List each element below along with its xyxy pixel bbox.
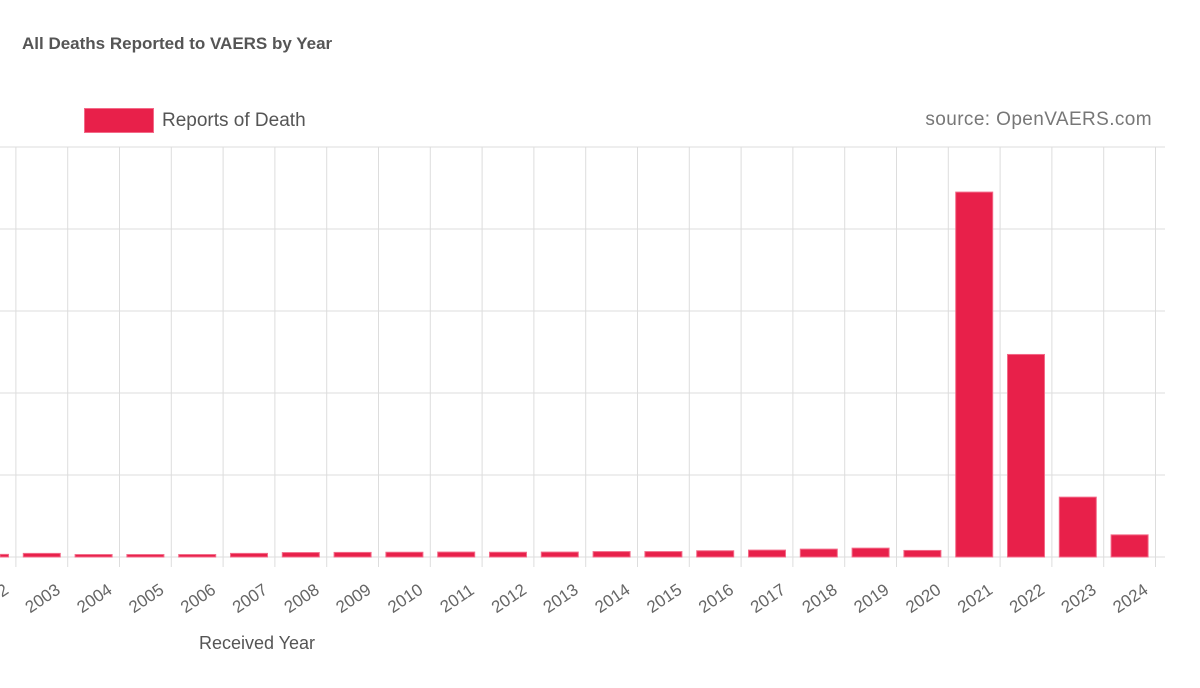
x-tick-label-2011: 2011 [437, 580, 478, 616]
bar-2004 [74, 554, 113, 558]
x-tick-label-2007: 2007 [229, 580, 271, 617]
x-tick-label-2010: 2010 [384, 580, 426, 617]
bar-2016 [696, 550, 735, 558]
source-note: source: OpenVAERS.com [925, 109, 1152, 130]
bar-2014 [592, 551, 631, 558]
bar-2006 [178, 554, 217, 558]
x-tick-label-2018: 2018 [799, 580, 841, 617]
bar-2024 [1110, 534, 1149, 558]
x-tick-label-2012: 2012 [488, 580, 530, 617]
bar-2023 [1058, 496, 1097, 558]
bar-2021 [955, 191, 994, 558]
bar-2008 [281, 552, 320, 558]
x-tick-label-2013: 2013 [540, 580, 582, 617]
bar-2010 [385, 551, 424, 558]
x-tick-label-2003: 2003 [22, 580, 64, 617]
bar-2007 [230, 552, 268, 558]
bar-2022 [1007, 353, 1045, 558]
bar-2011 [437, 551, 476, 558]
x-tick-label-2005: 2005 [125, 580, 167, 617]
legend-swatch [84, 108, 154, 133]
bar-2020 [903, 549, 942, 558]
x-tick-label-2023: 2023 [1058, 580, 1100, 617]
bar-2012 [489, 551, 527, 558]
bar-2015 [644, 551, 683, 558]
x-tick-label-2017: 2017 [747, 580, 789, 617]
chart-title: All Deaths Reported to VAERS by Year [22, 34, 333, 53]
bar-2003 [22, 552, 61, 558]
bar-2017 [748, 549, 786, 558]
bar-2019 [851, 547, 890, 558]
x-tick-label-2021: 2021 [954, 580, 996, 617]
legend[interactable]: Reports of Death [84, 108, 306, 133]
bar-2002 [0, 553, 9, 558]
x-tick-label-2014: 2014 [592, 580, 634, 617]
x-tick-label-2020: 2020 [902, 580, 944, 617]
x-tick-label-2022: 2022 [1006, 580, 1048, 617]
bar-2005 [126, 554, 165, 558]
x-tick-label-2009: 2009 [333, 580, 375, 617]
x-tick-label-2008: 2008 [281, 580, 323, 617]
bar-2018 [799, 548, 838, 558]
x-tick-label-2002: 2002 [0, 580, 12, 617]
bars-layer [0, 191, 1149, 558]
x-tick-label-2016: 2016 [695, 580, 737, 617]
x-tick-label-2004: 2004 [74, 580, 116, 617]
x-tick-label-2015: 2015 [643, 580, 685, 617]
x-tick-label-2024: 2024 [1110, 580, 1152, 617]
x-tick-labels: 2002 2003 2004 2005 2006 2007 2008 2009 2010 2011… [0, 580, 1152, 617]
legend-label: Reports of Death [162, 109, 306, 131]
x-tick-label-2006: 2006 [177, 580, 219, 617]
bar-2013 [540, 551, 579, 558]
x-axis-title: Received Year [199, 633, 315, 653]
x-tick-label-2019: 2019 [851, 580, 893, 617]
bar-2009 [333, 551, 372, 558]
